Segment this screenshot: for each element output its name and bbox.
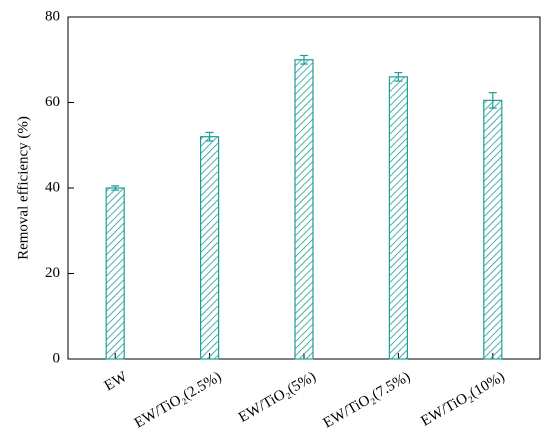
- y-tick-label: 20: [45, 265, 60, 281]
- x-tick-label: EW/TiO₂(2.5%): [132, 369, 225, 432]
- y-tick-label: 40: [45, 179, 60, 195]
- bar: [200, 136, 220, 360]
- error-bar: [488, 92, 497, 109]
- y-tick-label: 60: [45, 94, 60, 110]
- error-bar: [205, 131, 214, 142]
- bar: [294, 59, 314, 360]
- x-tick-label: EW/TiO₂(7.5%): [321, 369, 414, 432]
- x-tick-label: EW/TiO₂(10%): [418, 369, 507, 430]
- error-bar: [394, 71, 403, 82]
- x-tick-label: EW/TiO₂(5%): [236, 369, 319, 426]
- bar: [388, 76, 408, 360]
- x-tick-label: EW: [102, 368, 131, 394]
- y-tick-label: 80: [45, 8, 60, 24]
- y-tick-label: 0: [53, 350, 61, 366]
- bar: [105, 187, 125, 360]
- error-bar: [300, 54, 308, 65]
- error-bar: [111, 185, 120, 191]
- y-axis-label: Removal efficiency (%): [15, 116, 31, 260]
- bar: [483, 99, 503, 360]
